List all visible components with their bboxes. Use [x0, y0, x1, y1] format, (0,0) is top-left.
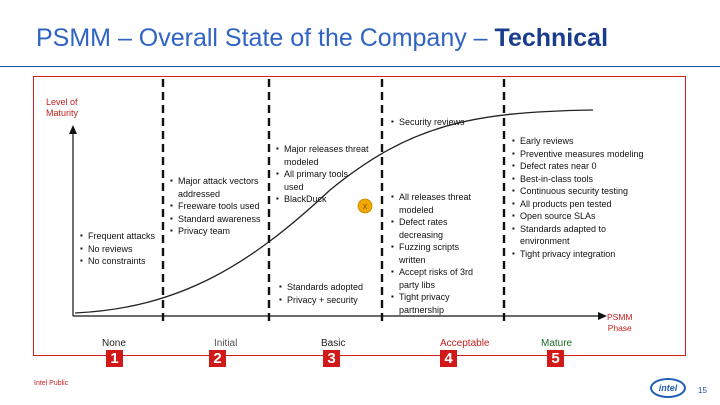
stage-1-bullets: Frequent attacks No reviews No constrain…: [80, 230, 162, 268]
diagram-frame: [33, 76, 686, 356]
stage-3-bullets-top: Major releases threat modeled All primar…: [276, 143, 370, 206]
stage-5-bullet: Continuous security testing: [512, 185, 652, 198]
stage-1-bullet: No reviews: [80, 243, 162, 256]
page-number: 15: [698, 386, 707, 395]
stage-3-bullet: Major releases threat modeled: [276, 143, 370, 168]
y-axis-label-line2: Maturity: [46, 108, 79, 118]
x-axis-arrow: [598, 312, 607, 320]
slide-title: PSMM – Overall State of the Company – Te…: [36, 24, 608, 53]
y-axis-arrow: [69, 125, 77, 134]
stage-5-number: 5: [547, 350, 564, 367]
title-emphasis: Technical: [494, 24, 609, 52]
stage-4-bullet: Accept risks of 3rd party libs: [391, 266, 487, 291]
stage-1-name: None: [102, 338, 126, 349]
stage-2-name: Initial: [214, 338, 238, 349]
title-prefix: PSMM – Overall State of the Company –: [36, 24, 495, 52]
x-axis-label-line2: Phase: [607, 323, 632, 333]
current-position-marker-label: X: [363, 204, 368, 211]
stage-4-bullet: Tight privacy partnership: [391, 291, 487, 316]
stage-4-bullets-top: Security reviews: [391, 116, 501, 129]
stage-1-bullet: Frequent attacks: [80, 230, 162, 243]
stage-2-bullets: Major attack vectors addressed Freeware …: [170, 175, 266, 238]
stage-4-bullet: Security reviews: [391, 116, 501, 129]
stage-2-bullet: Privacy team: [170, 225, 266, 238]
x-axis-label: PSMM Phase: [607, 312, 633, 334]
stage-3-bullet: Standards adopted: [279, 281, 379, 294]
title-underline: [0, 66, 720, 67]
stage-5-bullet: Defect rates near 0: [512, 160, 652, 173]
stage-1-number: 1: [106, 350, 123, 367]
y-axis-label: Level of Maturity: [46, 97, 78, 119]
stage-5-bullets: Early reviews Preventive measures modeli…: [512, 135, 652, 260]
stage-3-name: Basic: [321, 338, 346, 349]
stage-5-bullet: Tight privacy integration: [512, 248, 652, 261]
stage-3-bullet: Privacy + security: [279, 294, 379, 307]
y-axis-label-line1: Level of: [46, 97, 78, 107]
stage-5-bullet: Early reviews: [512, 135, 652, 148]
stage-5-name: Mature: [541, 338, 573, 349]
stage-2-bullet: Major attack vectors addressed: [170, 175, 266, 200]
stage-4-name: Acceptable: [440, 338, 490, 349]
stage-5-bullet: Preventive measures modeling: [512, 148, 652, 161]
stage-3-bullet: BlackDuck: [276, 193, 370, 206]
stage-3-bullet: All primary tools used: [276, 168, 370, 193]
stage-3-bullets-bottom: Standards adopted Privacy + security: [279, 281, 379, 306]
stage-2-bullet: Freeware tools used: [170, 200, 266, 213]
stage-3-number: 3: [323, 350, 340, 367]
stage-2-bullet: Standard awareness: [170, 213, 266, 226]
stage-5-bullet: Standards adapted to environment: [512, 223, 652, 248]
stage-2-number: 2: [209, 350, 226, 367]
stage-4-bullet: Fuzzing scripts written: [391, 241, 487, 266]
stage-5-bullet: Best-in-class tools: [512, 173, 652, 186]
stage-4-bullet: All releases threat modeled: [391, 191, 487, 216]
stage-4-bullet: Defect rates decreasing: [391, 216, 487, 241]
stage-4-bullets-bottom: All releases threat modeled Defect rates…: [391, 191, 487, 316]
stage-5-bullet: All products pen tested: [512, 198, 652, 211]
classification-label: Intel Public: [34, 380, 69, 387]
stage-4-number: 4: [440, 350, 457, 367]
stage-5-bullet: Open source SLAs: [512, 210, 652, 223]
x-axis-label-line1: PSMM: [607, 312, 633, 322]
intel-logo: intel: [650, 378, 686, 398]
stage-1-bullet: No constraints: [80, 255, 162, 268]
